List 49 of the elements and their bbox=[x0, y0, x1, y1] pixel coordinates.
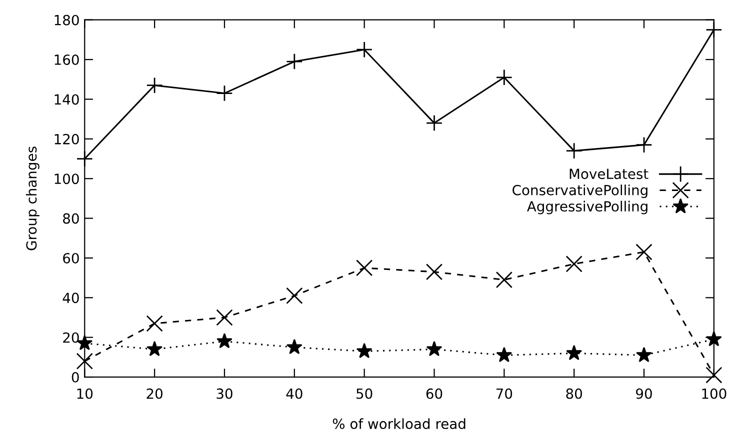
y-tick-label: 140 bbox=[54, 94, 79, 105]
x-tick-label: 80 bbox=[566, 388, 582, 399]
legend-label: MoveLatest bbox=[570, 168, 648, 180]
point bbox=[426, 114, 443, 132]
legend-label: ConservativePolling bbox=[512, 184, 648, 198]
point bbox=[146, 77, 163, 94]
point bbox=[356, 260, 373, 276]
point bbox=[496, 346, 512, 362]
point bbox=[636, 346, 652, 362]
y-tick-label: 60 bbox=[63, 252, 79, 264]
point bbox=[566, 344, 582, 360]
legend-label: AggressivePolling bbox=[527, 200, 648, 214]
point bbox=[356, 342, 372, 358]
point bbox=[76, 352, 93, 370]
x-tick-label: 30 bbox=[216, 388, 232, 399]
y-tick-label: 20 bbox=[63, 332, 79, 343]
point bbox=[356, 41, 373, 58]
y-tick-label: 180 bbox=[54, 14, 79, 26]
x-axis-title: % of workload read bbox=[332, 418, 466, 430]
x-tick-label: 10 bbox=[77, 388, 93, 399]
y-tick-label: 100 bbox=[54, 174, 79, 184]
point bbox=[496, 69, 512, 86]
point bbox=[426, 340, 442, 356]
y-tick-label: 120 bbox=[54, 134, 79, 144]
point bbox=[636, 244, 652, 260]
point bbox=[566, 256, 582, 272]
point bbox=[216, 309, 233, 326]
x-tick-label: 60 bbox=[426, 388, 442, 399]
x-tick-label: 50 bbox=[356, 388, 372, 399]
point bbox=[286, 338, 302, 354]
x-tick-label: 40 bbox=[286, 388, 302, 399]
x-tick-label: 100 bbox=[702, 388, 726, 399]
point bbox=[146, 315, 163, 332]
point bbox=[146, 340, 163, 356]
point bbox=[286, 287, 303, 304]
y-tick-label: 0 bbox=[72, 372, 79, 383]
x-tick-label: 70 bbox=[496, 388, 512, 399]
x-tick-label: 20 bbox=[146, 388, 162, 399]
x-tick-label: 90 bbox=[636, 388, 652, 399]
point bbox=[496, 271, 512, 288]
point bbox=[216, 333, 232, 348]
point bbox=[286, 53, 303, 70]
y-axis-title: Group changes bbox=[26, 146, 40, 250]
point bbox=[636, 136, 652, 154]
y-tick-label: 160 bbox=[54, 54, 79, 66]
y-tick-label: 40 bbox=[62, 292, 79, 304]
y-tick-label: 80 bbox=[63, 213, 79, 224]
point bbox=[426, 264, 443, 280]
point bbox=[706, 366, 722, 384]
